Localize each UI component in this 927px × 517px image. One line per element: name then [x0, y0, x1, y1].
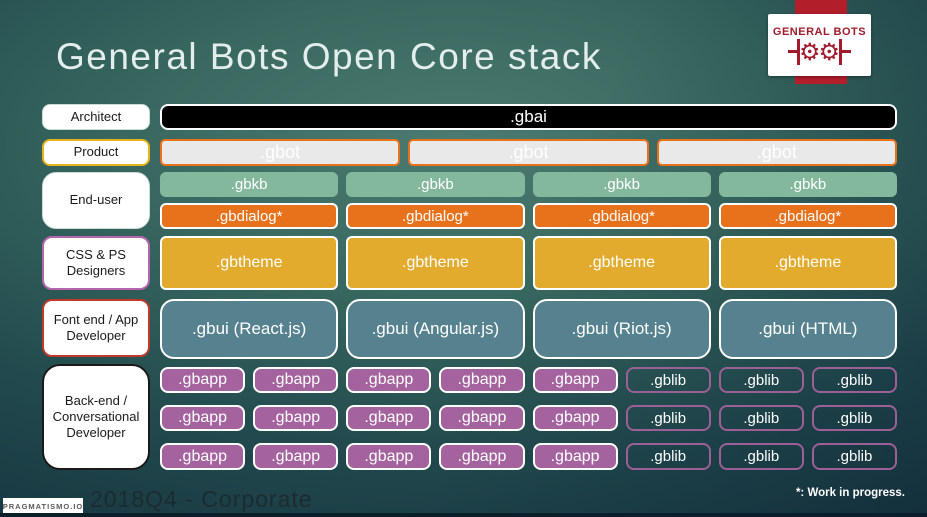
gbapp-box: .gbapp [160, 443, 246, 470]
gblib-box: .gblib [625, 405, 711, 431]
row-gbkb: .gbkb .gbkb .gbkb .gbkb [160, 172, 897, 197]
row-gbai: .gbai [160, 104, 897, 130]
row-gbapp-3: .gbapp .gbapp .gbapp .gbapp .gbapp .gbli… [160, 443, 897, 470]
label-product: Product [42, 139, 150, 166]
gblib-box: .gblib [718, 443, 804, 470]
gblib-box: .gblib [718, 367, 804, 393]
gbai-box: .gbai [160, 104, 897, 130]
gblib-box: .gblib [811, 367, 897, 393]
gbapp-box: .gbapp [160, 405, 246, 431]
gbtheme-box: .gbtheme [718, 236, 897, 290]
gblib-box: .gblib [811, 405, 897, 431]
gbui-angular-box: .gbui (Angular.js) [346, 299, 525, 359]
gblib-box: .gblib [625, 367, 711, 393]
gbtheme-box: .gbtheme [532, 236, 711, 290]
gbapp-box: .gbapp [253, 443, 339, 470]
row-gbapp-1: .gbapp .gbapp .gbapp .gbapp .gbapp .gbli… [160, 367, 897, 393]
gbui-react-box: .gbui (React.js) [160, 299, 339, 359]
label-end-user: End-user [42, 172, 150, 229]
label-frontend-app-developer: Font end / App Developer [42, 299, 150, 357]
gbui-riot-box: .gbui (Riot.js) [532, 299, 711, 359]
gbot-box: .gbot [656, 139, 897, 166]
page-title: General Bots Open Core stack [56, 36, 602, 77]
gbdialog-box: .gbdialog* [160, 203, 339, 229]
gear-bar-left [787, 50, 797, 53]
gear-icon: ⚙ [818, 37, 841, 66]
label-css-ps-designers: CSS & PS Designers [42, 236, 150, 290]
gear-post-right [839, 38, 843, 65]
gears-icon: ⚙ ⚙ [787, 37, 852, 66]
gbdialog-box: .gbdialog* [346, 203, 525, 229]
gbapp-box: .gbapp [439, 443, 525, 470]
logo-brand-text: GENERAL BOTS [772, 25, 867, 38]
gblib-box: .gblib [625, 443, 711, 470]
gblib-box: .gblib [811, 443, 897, 470]
gbapp-box: .gbapp [532, 367, 618, 393]
gbdialog-box: .gbdialog* [718, 203, 897, 229]
gbot-box: .gbot [160, 139, 401, 166]
gbtheme-box: .gbtheme [160, 236, 339, 290]
gear-icon: ⚙ [798, 37, 821, 66]
gbapp-box: .gbapp [532, 405, 618, 431]
gear-post-left [796, 38, 800, 65]
gbkb-box: .gbkb [532, 172, 711, 197]
row-gbui: .gbui (React.js) .gbui (Angular.js) .gbu… [160, 299, 897, 359]
gbapp-box: .gbapp [346, 443, 432, 470]
gbapp-box: .gbapp [253, 367, 339, 393]
label-architect: Architect [42, 104, 150, 130]
gbkb-box: .gbkb [160, 172, 339, 197]
row-gbdialog: .gbdialog* .gbdialog* .gbdialog* .gbdial… [160, 203, 897, 229]
row-gbtheme: .gbtheme .gbtheme .gbtheme .gbtheme [160, 236, 897, 290]
gbapp-box: .gbapp [439, 367, 525, 393]
work-in-progress-note: *: Work in progress. [795, 487, 905, 499]
row-gbot: .gbot .gbot .gbot [160, 139, 897, 166]
row-gbapp-2: .gbapp .gbapp .gbapp .gbapp .gbapp .gbli… [160, 405, 897, 431]
label-backend-conversational-developer: Back-end / Conversational Developer [42, 364, 150, 470]
gbapp-box: .gbapp [160, 367, 246, 393]
gear-bar-right [842, 50, 852, 53]
gbkb-box: .gbkb [346, 172, 525, 197]
gbui-html-box: .gbui (HTML) [718, 299, 897, 359]
pragmatismo-badge: PRAGMATISMO.IO [3, 498, 83, 515]
gbapp-box: .gbapp [439, 405, 525, 431]
gbapp-box: .gbapp [253, 405, 339, 431]
gbkb-box: .gbkb [718, 172, 897, 197]
gbapp-box: .gbapp [346, 405, 432, 431]
gbapp-box: .gbapp [532, 443, 618, 470]
general-bots-logo: GENERAL BOTS ⚙ ⚙ [768, 14, 871, 76]
gbtheme-box: .gbtheme [346, 236, 525, 290]
gbot-box: .gbot [408, 139, 649, 166]
gbapp-box: .gbapp [346, 367, 432, 393]
gbdialog-box: .gbdialog* [532, 203, 711, 229]
footer-caption: 2018Q4 - Corporate [90, 486, 313, 512]
gblib-box: .gblib [718, 405, 804, 431]
